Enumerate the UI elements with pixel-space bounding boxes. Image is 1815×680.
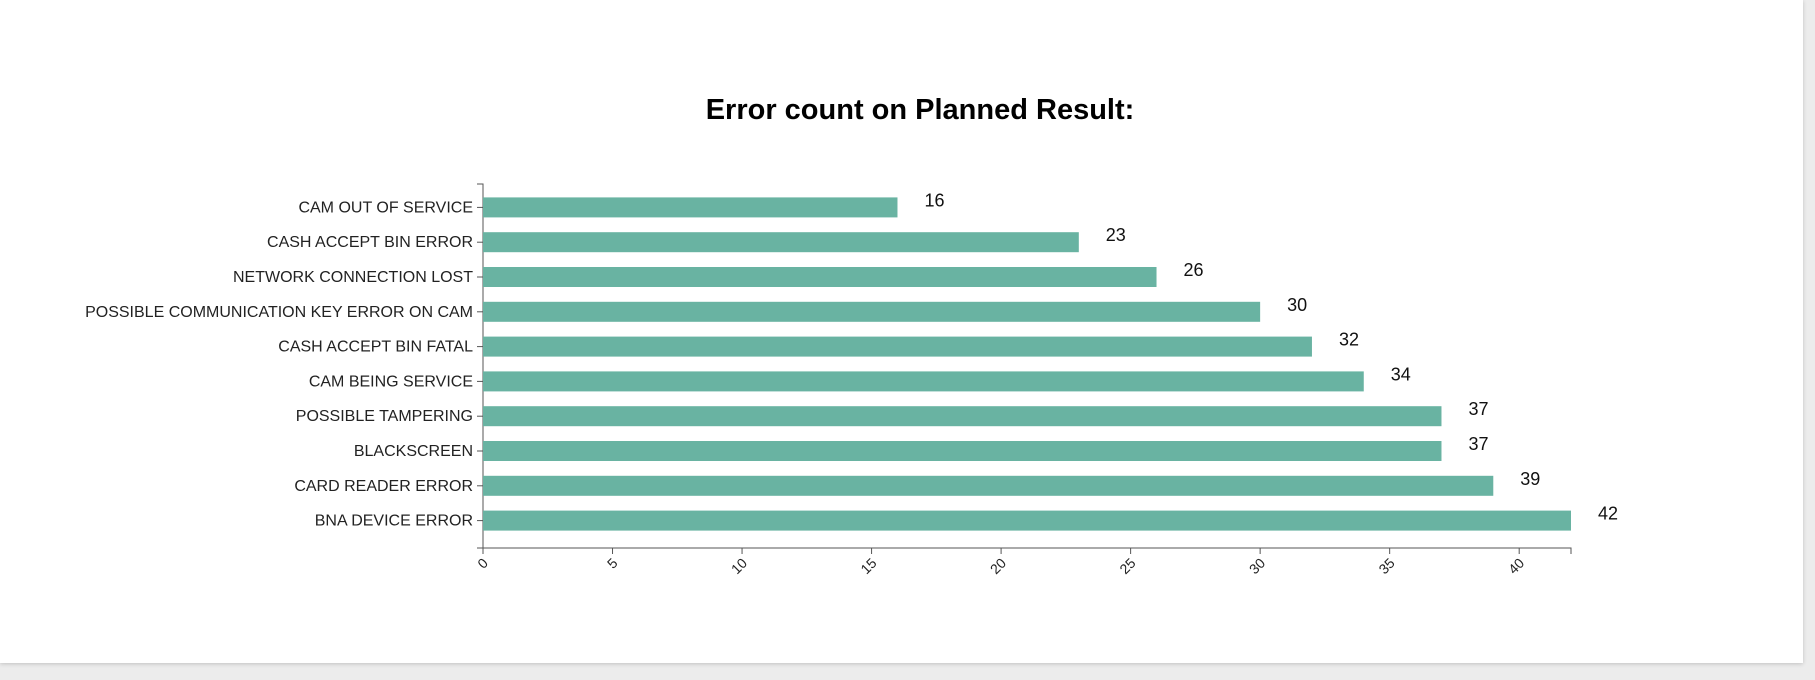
- data-label: 42: [1598, 504, 1618, 524]
- y-axis-line: [477, 183, 484, 549]
- data-label: 37: [1468, 434, 1488, 454]
- category-label: CASH ACCEPT BIN ERROR: [267, 234, 473, 251]
- x-tick-label: 10: [728, 555, 750, 577]
- data-label: 30: [1287, 295, 1307, 315]
- x-tick-label: 40: [1505, 555, 1527, 577]
- x-tick-label: 25: [1116, 555, 1138, 577]
- bar: [483, 301, 1261, 322]
- x-tick-label: 15: [857, 555, 879, 577]
- x-tick-label: 30: [1246, 555, 1268, 577]
- category-label: POSSIBLE TAMPERING: [296, 408, 473, 425]
- chart-title: Error count on Planned Result:: [705, 94, 1135, 126]
- data-label: 16: [924, 190, 944, 210]
- chart-panel: [0, 0, 1803, 663]
- bar: [483, 267, 1157, 287]
- data-label: 32: [1339, 330, 1359, 350]
- bar: [483, 232, 1079, 253]
- data-label: 26: [1184, 260, 1204, 280]
- category-label: NETWORK CONNECTION LOST: [233, 269, 473, 286]
- data-label: 23: [1106, 225, 1126, 245]
- category-label: BNA DEVICE ERROR: [315, 513, 473, 530]
- data-label: 34: [1391, 364, 1411, 384]
- x-tick-label: 20: [987, 555, 1009, 577]
- x-axis-line: [482, 547, 1572, 554]
- x-tick-label: 0: [474, 555, 491, 572]
- bar: [483, 371, 1364, 392]
- bar: [483, 510, 1571, 531]
- x-tick-label: 35: [1375, 555, 1397, 577]
- category-label: CAM OUT OF SERVICE: [298, 199, 473, 216]
- x-tick-label: 5: [604, 555, 621, 572]
- data-label: 37: [1468, 399, 1488, 419]
- bar: [483, 197, 898, 218]
- category-label: CASH ACCEPT BIN FATAL: [278, 339, 473, 356]
- bar: [483, 475, 1494, 496]
- bar: [483, 406, 1442, 427]
- category-label: POSSIBLE COMMUNICATION KEY ERROR ON CAM: [85, 304, 473, 321]
- category-label: CAM BEING SERVICE: [309, 373, 473, 390]
- category-label: CARD READER ERROR: [294, 478, 473, 495]
- category-label: BLACKSCREEN: [354, 443, 473, 460]
- bar: [483, 336, 1312, 357]
- bar: [483, 441, 1442, 461]
- data-label: 39: [1520, 469, 1540, 489]
